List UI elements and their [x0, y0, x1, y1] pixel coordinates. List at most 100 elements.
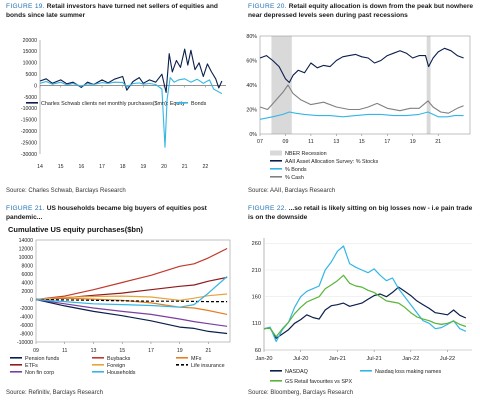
legend-label: NASDAQ: [285, 369, 308, 375]
y-tick-label: 210: [252, 268, 261, 274]
figure-22-label: FIGURE 22.: [248, 205, 287, 212]
y-tick-label: 110: [252, 321, 261, 327]
recession-shade: [271, 36, 292, 134]
y-tick-label: 20000: [23, 38, 38, 44]
x-tick-label: 20: [161, 164, 167, 170]
x-tick-label: 15: [359, 139, 365, 145]
x-tick-label: 15: [58, 164, 64, 170]
y-tick-label: 260: [252, 241, 261, 247]
figure-22-panel: FIGURE 22. ...so retail is likely sittin…: [242, 202, 478, 398]
series-line-nasdaq-loss-making-names: [263, 245, 467, 343]
figure-19-panel: FIGURE 19. Retail investors have turned …: [0, 0, 236, 196]
y-tick-label: -10000: [17, 340, 33, 346]
x-tick-label: 22: [202, 164, 208, 170]
x-tick-label: 17: [384, 139, 390, 145]
y-tick-label: 60%: [246, 58, 257, 64]
y-tick-label: 0: [30, 297, 33, 303]
figure-21-label: FIGURE 21.: [6, 205, 45, 212]
series-line-life-insurance: [35, 298, 228, 303]
figure-20-source: Source: AAII, Barclays Research: [248, 188, 336, 194]
series-line-non-fin-corp: [35, 298, 228, 327]
y-tick-label: 2000: [21, 289, 33, 295]
y-tick-label: 15000: [23, 49, 38, 55]
recession-shade: [426, 36, 431, 134]
y-tick-label: 6000: [21, 272, 33, 278]
legend-label: NBER Recession: [285, 151, 327, 157]
y-tick-label: 12000: [19, 246, 34, 252]
figure-19-title: FIGURE 19. Retail investors have turned …: [6, 3, 234, 20]
legend-label: Life insurance: [191, 363, 225, 369]
series-line-pension-funds: [35, 298, 228, 335]
y-tick-label: 8000: [21, 263, 33, 269]
x-tick-label: 17: [148, 348, 154, 354]
x-tick-label: 19: [177, 348, 183, 354]
y-tick-label: 0: [34, 83, 37, 89]
x-tick-label: 15: [119, 348, 125, 354]
series-line-buybacks: [35, 247, 228, 301]
figure-20-label: FIGURE 20.: [248, 3, 287, 10]
y-tick-label: -20000: [21, 129, 37, 135]
x-tick-label: 21: [182, 164, 188, 170]
legend-label: Pension funds: [25, 356, 59, 362]
legend-label: Buybacks: [107, 356, 131, 362]
x-tick-label: 09: [283, 139, 289, 145]
x-tick-label: 18: [120, 164, 126, 170]
x-tick-label: 19: [410, 139, 416, 145]
y-tick-label: -10000: [21, 106, 37, 112]
series-line-charles-schwab-clients-net-monthly-purchases-mn-equity: [39, 48, 223, 93]
figure-20-panel: FIGURE 20. Retail equity allocation is d…: [242, 0, 478, 196]
legend-label: Bonds: [191, 101, 207, 107]
y-tick-label: 10000: [23, 61, 38, 67]
x-tick-label: Jan-22: [402, 356, 419, 362]
figure-19-label: FIGURE 19.: [6, 3, 45, 10]
figure-21-chart: Cumulative US equity purchases($bn) -1000…: [8, 225, 231, 376]
legend-label: ETFs: [25, 363, 38, 369]
legend-label: % Bonds: [285, 167, 307, 173]
x-tick-label: Jul-21: [366, 356, 381, 362]
figure-19-source: Source: Charles Schwab, Barclays Researc…: [6, 188, 126, 194]
series-line-bonds: [39, 77, 223, 148]
figure-21-source: Source: Refinitiv, Barclays Research: [6, 390, 103, 396]
x-tick-label: 07: [257, 139, 263, 145]
legend-label: % Cash: [285, 175, 304, 181]
x-tick-label: 21: [206, 348, 212, 354]
x-tick-label: 21: [435, 139, 441, 145]
y-tick-label: -25000: [21, 140, 37, 146]
x-tick-label: Jan-20: [255, 356, 272, 362]
y-tick-label: 0%: [249, 132, 257, 138]
figure-19-title-text: Retail investors have turned net sellers…: [6, 3, 218, 19]
x-tick-label: 13: [333, 139, 339, 145]
figure-21-panel: FIGURE 21. US households became big buye…: [0, 202, 236, 398]
figure-21-title-text: US households became big buyers of equit…: [6, 205, 207, 221]
y-tick-label: -8000: [20, 331, 33, 337]
legend-swatch: [270, 150, 282, 156]
series-line--cash: [259, 84, 464, 114]
y-tick-label: -4000: [20, 314, 33, 320]
legend-label: Households: [107, 370, 136, 376]
legend-label: Charles Schwab clients net monthly purch…: [41, 101, 185, 107]
figure-22-title-text: ...so retail is likely sitting on big lo…: [248, 205, 473, 221]
figure-22-source: Source: Bloomberg, Barclays Research: [248, 390, 354, 396]
y-tick-label: 20%: [246, 107, 257, 113]
figure-20-chart: 0% 20% 40% 60% 80% 07 09 11 13 15 17 19 21 NBER Reces…: [246, 34, 471, 181]
series-line-households: [35, 276, 228, 308]
x-tick-label: Jan-21: [329, 356, 346, 362]
series-line-nasdaq: [263, 286, 467, 339]
x-tick-label: 19: [140, 164, 146, 170]
x-tick-label: 14: [37, 164, 43, 170]
y-tick-label: 5000: [25, 72, 37, 78]
y-tick-label: -15000: [21, 118, 37, 124]
series-line-mfs: [35, 297, 228, 315]
plot-frame: [35, 239, 231, 343]
plot-frame: [259, 35, 471, 135]
y-tick-label: -2000: [20, 306, 33, 312]
x-tick-label: 17: [99, 164, 105, 170]
x-tick-label: 11: [308, 139, 314, 145]
y-tick-label: -6000: [20, 323, 33, 329]
x-tick-label: 11: [62, 348, 67, 354]
series-line-gs-retail-favourites-vs-spx: [263, 274, 467, 338]
y-tick-label: -30000: [21, 152, 37, 158]
legend-label: Non fin corp: [25, 370, 54, 376]
figure-19-chart: -30000 -25000 -20000 -15000 -10000 -5000 0 5000…: [21, 38, 226, 170]
legend-label: AAII Asset Allocation Survey: % Stocks: [285, 159, 378, 165]
